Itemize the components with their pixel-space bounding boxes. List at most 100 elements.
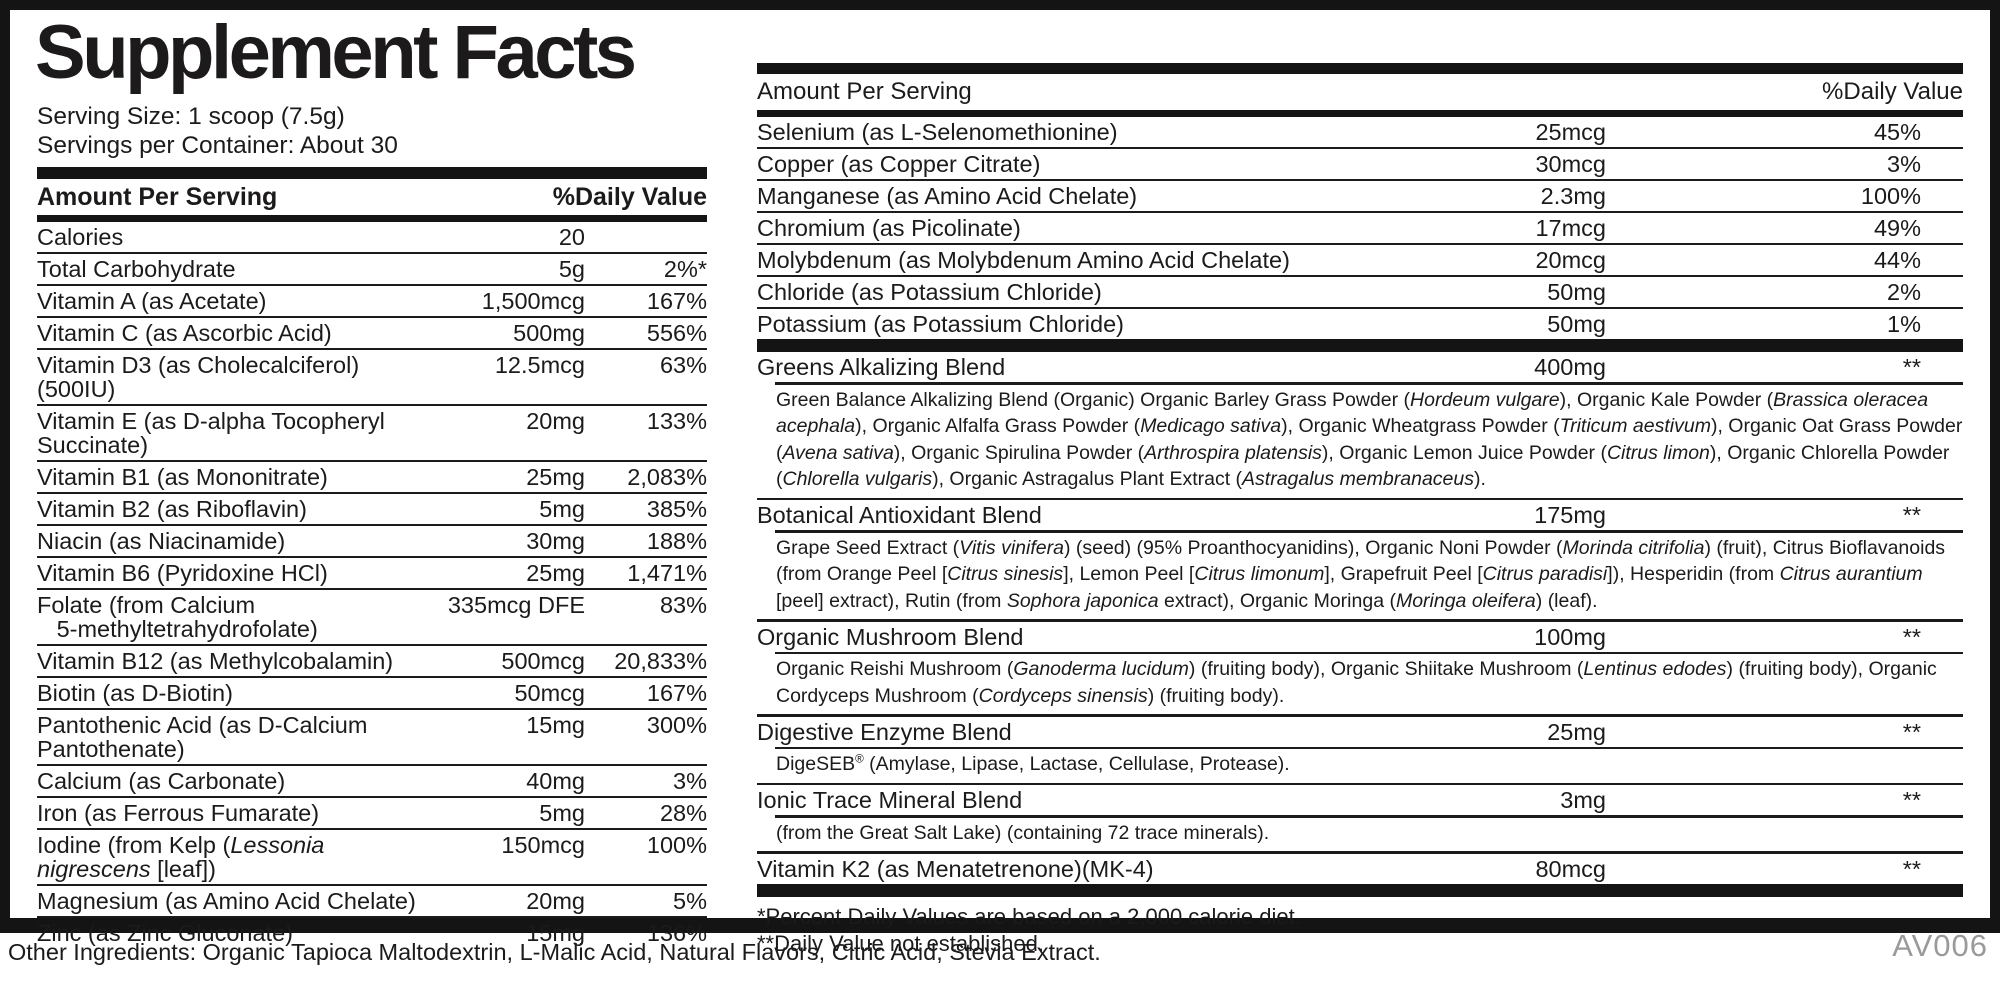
table-row: Vitamin D3 (as Cholecalciferol)(500IU) 1…: [37, 348, 707, 404]
table-row: Vitamin B6 (Pyridoxine HCl) 25mg 1,471%: [37, 556, 707, 588]
nutrient-amount: 20mcg: [1535, 247, 1606, 273]
nutrient-daily-value: 100%: [1860, 183, 1921, 209]
nutrient-amount: 1,500mcg: [481, 288, 585, 315]
table-row: Pantothenic Acid (as D-Calcium Pantothen…: [37, 708, 707, 764]
nutrient-amount: 500mcg: [501, 648, 585, 675]
nutrient-name: Vitamin C (as Ascorbic Acid): [37, 320, 332, 347]
nutrient-name: Vitamin A (as Acetate): [37, 288, 267, 315]
blend-sections: Greens Alkalizing Blend 400mg ** Green B…: [757, 352, 1963, 854]
table-row: Chloride (as Potassium Chloride) 50mg 2%: [757, 275, 1963, 307]
nutrient-name: Calcium (as Carbonate): [37, 768, 286, 795]
table-row: Copper (as Copper Citrate) 30mcg 3%: [757, 147, 1963, 179]
table-row: Calories 20: [37, 222, 707, 252]
thick-divider: [757, 883, 1963, 897]
nutrient-amount: 17mcg: [1535, 215, 1606, 241]
nutrient-amount: 40mg: [526, 768, 585, 795]
left-nutrient-table: Calories 20 Total Carbohydrate 5g 2%* Vi…: [37, 222, 707, 948]
blend-ingredients: Grape Seed Extract (Vitis vinifera) (see…: [776, 536, 1946, 612]
nutrient-daily-value: 28%: [659, 800, 707, 827]
nutrient-name: Niacin (as Niacinamide): [37, 528, 286, 555]
blend-daily-value: **: [1902, 354, 1921, 380]
blend-name: Ionic Trace Mineral Blend: [757, 787, 1023, 813]
blend-section: Greens Alkalizing Blend 400mg ** Green B…: [757, 352, 1963, 500]
nutrient-amount: 30mg: [526, 528, 585, 555]
nutrient-name: Manganese (as Amino Acid Chelate): [757, 183, 1138, 209]
table-row: Chromium (as Picolinate) 17mcg 49%: [757, 211, 1963, 243]
nutrient-name: Vitamin B6 (Pyridoxine HCl): [37, 560, 328, 587]
nutrient-amount: 20mg: [526, 888, 585, 915]
thin-divider: [757, 851, 1963, 854]
document-code: AV006: [1892, 928, 1988, 963]
nutrient-amount: 12.5mcg: [494, 352, 585, 379]
nutrient-daily-value: 300%: [646, 712, 707, 739]
nutrient-daily-value: 556%: [646, 320, 707, 347]
nutrient-amount: 50mcg: [514, 680, 585, 707]
nutrient-daily-value: 136%: [646, 920, 707, 947]
thin-divider: [757, 782, 1963, 785]
table-row: Selenium (as L-Selenomethionine) 25mcg 4…: [757, 117, 1963, 147]
nutrient-name: Chromium (as Picolinate): [757, 215, 1021, 241]
nutrient-amount: 25mg: [526, 560, 585, 587]
nutrient-name: Folate (from Calcium 5-methyltetrahydrof…: [37, 592, 318, 643]
blend-name: Greens Alkalizing Blend: [757, 354, 1006, 380]
nutrient-daily-value: 100%: [646, 832, 707, 859]
column-header-amount: Amount Per Serving: [37, 183, 278, 212]
nutrient-name: Copper (as Copper Citrate): [757, 151, 1041, 177]
thin-divider: [775, 815, 1963, 818]
table-row: Vitamin E (as D-alpha Tocopheryl Succina…: [37, 404, 707, 460]
thick-divider: [757, 63, 1963, 74]
nutrient-daily-value: 2%*: [663, 256, 707, 283]
nutrient-name: Selenium (as L-Selenomethionine): [757, 119, 1118, 145]
nutrient-name: Magnesium (as Amino Acid Chelate): [37, 888, 416, 915]
blend-section: Ionic Trace Mineral Blend 3mg ** (from t…: [757, 785, 1963, 854]
table-row: Calcium (as Carbonate) 40mg 3%: [37, 764, 707, 796]
blend-ingredients: Organic Reishi Mushroom (Ganoderma lucid…: [776, 658, 1937, 707]
thick-divider: [757, 339, 1963, 352]
servings-per-container: Servings per Container: About 30: [37, 132, 398, 160]
nutrient-amount: 15mg: [526, 712, 585, 739]
blend-section: Organic Mushroom Blend 100mg ** Organic …: [757, 622, 1963, 717]
thin-divider: [757, 497, 1963, 500]
nutrient-amount: 30mcg: [1535, 151, 1606, 177]
right-table-header: Amount Per Serving %Daily Value: [757, 74, 1963, 110]
right-panel: Amount Per Serving %Daily Value Selenium…: [757, 63, 1963, 957]
nutrient-name: Zinc (as Zinc Gluconate): [37, 920, 293, 947]
nutrient-name: Potassium (as Potassium Chloride): [757, 311, 1124, 337]
nutrient-amount: 5mg: [539, 800, 585, 827]
left-table-header: Amount Per Serving %Daily Value: [37, 179, 707, 215]
nutrient-amount: 15mg: [526, 920, 585, 947]
blend-row: Organic Mushroom Blend 100mg **: [757, 622, 1963, 652]
nutrient-daily-value: **: [1902, 855, 1921, 882]
nutrient-amount: 150mcg: [501, 832, 585, 859]
table-row: Potassium (as Potassium Chloride) 50mg 1…: [757, 307, 1963, 339]
page-title: Supplement Facts: [35, 10, 637, 95]
nutrient-daily-value: 385%: [646, 496, 707, 523]
serving-size: Serving Size: 1 scoop (7.5g): [37, 103, 345, 131]
table-row: Total Carbohydrate 5g 2%*: [37, 252, 707, 284]
nutrient-daily-value: 1%: [1887, 311, 1921, 337]
nutrient-amount: 335mcg DFE: [447, 592, 585, 619]
table-row: Biotin (as D-Biotin) 50mcg 167%: [37, 676, 707, 708]
nutrient-amount: 2.3mg: [1540, 183, 1606, 209]
blend-row: Greens Alkalizing Blend 400mg **: [757, 352, 1963, 382]
nutrient-daily-value: 5%: [673, 888, 707, 915]
nutrient-daily-value: 49%: [1873, 215, 1921, 241]
vitamin-k2-row: Vitamin K2 (as Menatetrenone)(MK-4) 80mc…: [757, 854, 1963, 884]
blend-daily-value: **: [1902, 623, 1921, 650]
blend-daily-value: **: [1902, 718, 1921, 745]
table-row: Manganese (as Amino Acid Chelate) 2.3mg …: [757, 179, 1963, 211]
blend-row: Ionic Trace Mineral Blend 3mg **: [757, 785, 1963, 815]
nutrient-name: Vitamin B1 (as Mononitrate): [37, 464, 328, 491]
right-nutrient-table: Selenium (as L-Selenomethionine) 25mcg 4…: [757, 117, 1963, 339]
blend-ingredients: Green Balance Alkalizing Blend (Organic)…: [776, 388, 1963, 491]
blend-amount: 400mg: [1534, 354, 1606, 380]
footnote-not-established: **Daily Value not established.: [757, 930, 1044, 956]
nutrient-amount: 500mg: [513, 320, 585, 347]
blend-amount: 100mg: [1534, 623, 1606, 650]
label-frame: [0, 0, 2000, 933]
table-row: Zinc (as Zinc Gluconate) 15mg 136%: [37, 916, 707, 948]
blend-amount: 175mg: [1534, 502, 1606, 528]
left-panel: Supplement Facts Serving Size: 1 scoop (…: [35, 10, 707, 948]
nutrient-amount: 80mcg: [1535, 855, 1606, 882]
other-ingredients: Other Ingredients: Organic Tapioca Malto…: [8, 939, 1101, 965]
